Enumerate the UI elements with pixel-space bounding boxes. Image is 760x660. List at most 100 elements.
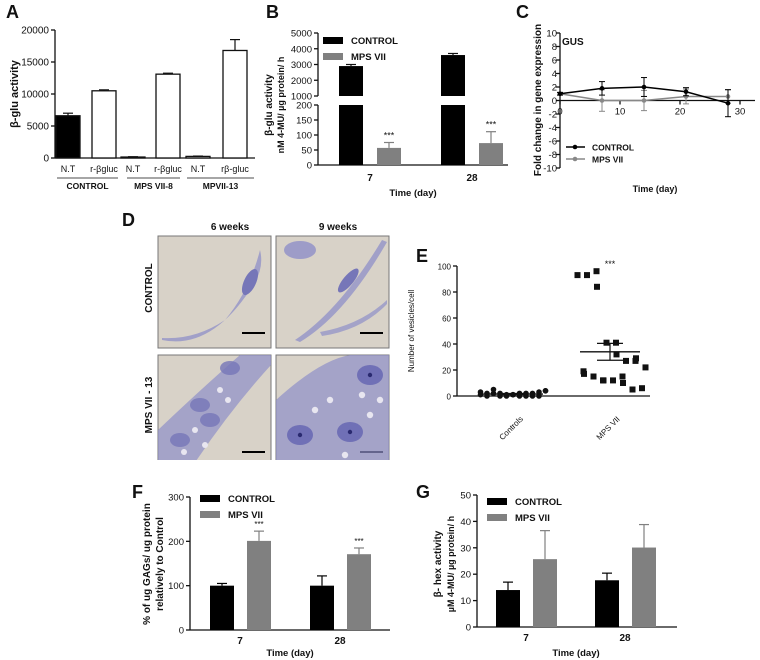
x-tick-label: r-βgluc <box>154 164 182 174</box>
y-tick-label: 8 <box>552 42 557 53</box>
y-axis-label: Fold change in gene expression <box>533 24 544 176</box>
chart-title: GUS <box>562 37 584 48</box>
panel-letter-b: B <box>266 2 279 22</box>
x-tick-label: 10 <box>615 107 626 118</box>
x-axis-label: Time (day) <box>266 648 313 659</box>
data-point <box>683 89 689 95</box>
panel-letter-g: G <box>416 482 431 502</box>
column-label: 6 weeks <box>211 222 250 233</box>
y-tick-label: 3000 <box>291 60 312 71</box>
data-point <box>599 98 605 103</box>
legend-label: MPS VII <box>515 513 550 524</box>
y-tick-label: 30 <box>460 543 471 554</box>
data-point <box>490 386 497 393</box>
significance-marker: *** <box>254 520 263 529</box>
x-tick-label: MPS VII <box>595 415 622 442</box>
data-point <box>594 283 600 290</box>
x-tick-label: Controls <box>498 415 525 442</box>
y-axis-label: β-glu activity <box>264 74 275 136</box>
y-tick-label: 5000 <box>291 29 312 40</box>
bar <box>247 540 271 630</box>
panel-letter-a: A <box>6 2 19 22</box>
data-point <box>557 91 563 97</box>
legend-label: CONTROL <box>351 36 398 47</box>
bar <box>632 547 656 627</box>
y-tick-label: 4 <box>552 69 557 80</box>
data-point <box>584 272 590 279</box>
x-axis-label: Time (day) <box>389 188 436 199</box>
y-axis-label-units: nM 4-MU/ µg protein/ h <box>276 57 286 154</box>
x-tick-label: 7 <box>367 173 373 184</box>
bar <box>496 590 520 627</box>
y-tick-label: 300 <box>168 493 184 504</box>
bar <box>222 49 248 159</box>
chart-f-gags: 0 100 200 300 % of ug GAGs/ ug protein relati… <box>142 493 390 659</box>
panel-letter-e: E <box>416 246 429 266</box>
data-point <box>490 390 497 397</box>
y-tick-label: 5000 <box>27 122 50 133</box>
y-tick-label: -2 <box>549 110 557 121</box>
legend-label: MPS VII <box>592 155 623 165</box>
x-tick-label: 20 <box>675 107 686 118</box>
y-tick-label: 0 <box>179 626 184 637</box>
y-tick-label: 200 <box>296 101 312 112</box>
bar-control <box>339 105 363 165</box>
data-point <box>599 86 605 91</box>
data-point <box>725 100 731 106</box>
x-tick-label: rβ-gluc <box>221 164 249 174</box>
y-tick-label: -10 <box>543 164 557 175</box>
data-point <box>529 390 536 397</box>
chart-g-beta-hex: 0 10 20 30 40 50 β- hex activity µM 4-MU/ µg pr… <box>433 491 677 659</box>
legend-label: CONTROL <box>515 497 562 508</box>
y-axis-label: % of ug GAGs/ ug protein <box>142 503 153 625</box>
y-tick-label: 80 <box>442 289 451 298</box>
y-axis-label-2: µM 4-MU/ µg protein/ h <box>446 516 456 612</box>
x-tick-label: r-βgluc <box>90 164 118 174</box>
y-tick-label: 15000 <box>21 58 49 69</box>
bar <box>595 580 619 627</box>
x-tick-label: 7 <box>523 633 529 644</box>
x-tick-label: 30 <box>735 107 746 118</box>
x-axis-label: Time (day) <box>633 184 678 194</box>
chart-e-vesicles: 0 20 40 60 80 100 Number of vesicles/cell Contr… <box>407 259 650 442</box>
panel-letter-f: F <box>132 482 143 502</box>
chart-a-beta-glu-activity: 0 5000 10000 15000 20000 β-glu activity N.T r-β… <box>9 26 255 191</box>
legend-swatch <box>487 498 507 505</box>
micrograph-grid-d: 6 weeks 9 weeks CONTROL MPS VII - 13 <box>144 222 390 460</box>
y-tick-label: 20000 <box>21 26 49 37</box>
bar <box>55 115 81 159</box>
bar <box>210 585 234 630</box>
y-tick-label: 50 <box>460 491 471 502</box>
row-label: CONTROL <box>144 263 155 312</box>
data-point <box>629 386 636 393</box>
panel-letter-c: C <box>516 2 529 22</box>
x-tick-label: N.T <box>126 164 141 174</box>
legend-swatch <box>323 37 343 44</box>
legend-label: MPS VII <box>351 52 386 63</box>
x-tick-label: 28 <box>466 173 478 184</box>
x-tick-label: 28 <box>334 636 346 647</box>
y-tick-label: 100 <box>438 263 452 272</box>
y-tick-label: 50 <box>301 146 312 157</box>
x-axis-label: Time (day) <box>552 648 599 659</box>
legend-swatch <box>487 514 507 521</box>
column-label: 9 weeks <box>319 222 358 233</box>
y-tick-label: 10 <box>460 596 471 607</box>
data-point <box>600 377 607 384</box>
bar-control <box>441 55 465 96</box>
y-axis-label: β- hex activity <box>433 530 444 597</box>
data-point <box>641 84 647 90</box>
x-tick-label: 7 <box>237 636 243 647</box>
x-tick-label: N.T <box>61 164 76 174</box>
y-tick-label: 100 <box>296 131 312 142</box>
x-tick-label: N.T <box>191 164 206 174</box>
y-axis-label: β-glu activity <box>9 59 21 128</box>
data-point <box>581 370 587 377</box>
y-tick-label: 200 <box>168 537 184 548</box>
group-label: CONTROL <box>66 181 108 191</box>
y-tick-label: 20 <box>460 570 471 581</box>
y-tick-label: 10 <box>546 29 557 40</box>
